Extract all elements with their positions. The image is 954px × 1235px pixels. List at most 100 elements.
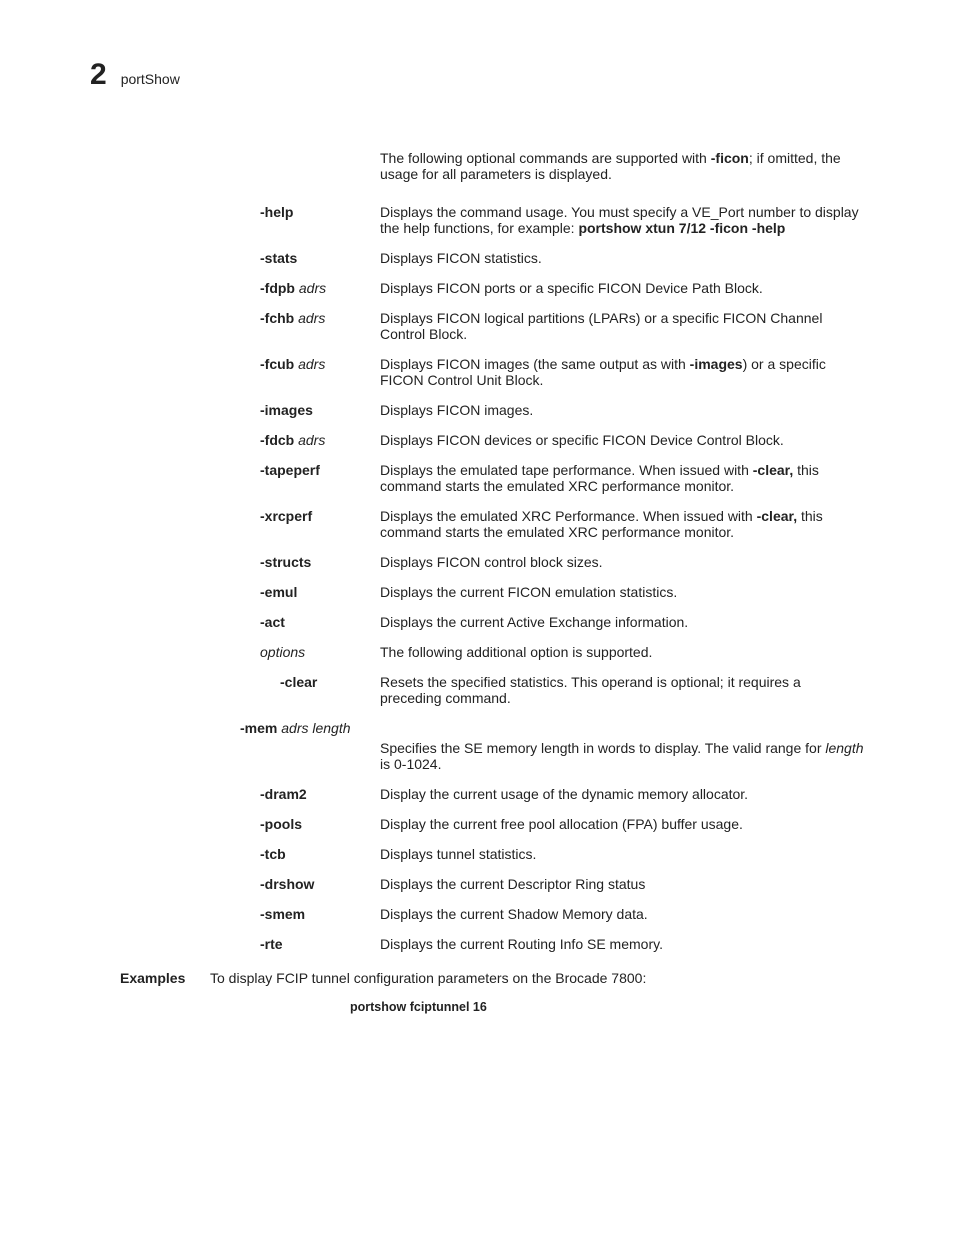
term-italic: adrs [295, 280, 326, 296]
option-term: -rte [260, 936, 380, 952]
term-italic: adrs [294, 310, 325, 326]
content: The following optional commands are supp… [90, 150, 864, 1014]
mem-desc-pre: Specifies the SE memory length in words … [380, 740, 825, 756]
term-bold: -smem [260, 906, 305, 922]
intro-bold: -ficon [711, 150, 749, 166]
option-row: -dram2 Display the current usage of the … [90, 786, 864, 802]
option-term: -fchb adrs [260, 310, 380, 326]
page-title: portShow [121, 71, 180, 87]
sub-option-term: -clear [280, 674, 380, 690]
option-term: -drshow [260, 876, 380, 892]
option-row: -pools Display the current free pool all… [90, 816, 864, 832]
option-row: -tapeperf Displays the emulated tape per… [90, 462, 864, 494]
option-term: -tcb [260, 846, 380, 862]
option-row: -fchb adrs Displays FICON logical partit… [90, 310, 864, 342]
option-row: -emul Displays the current FICON emulati… [90, 584, 864, 600]
option-term: -fcub adrs [260, 356, 380, 372]
option-row: -fdcb adrs Displays FICON devices or spe… [90, 432, 864, 448]
page: 2 portShow The following optional comman… [0, 0, 954, 1235]
term-bold: -fdcb [260, 432, 294, 448]
option-desc: Displays FICON images. [380, 402, 864, 418]
term-bold: -stats [260, 250, 297, 266]
option-row: -help Displays the command usage. You mu… [90, 204, 864, 236]
desc-bold: portshow xtun 7/12 -ficon -help [578, 220, 785, 236]
term-bold: -tcb [260, 846, 286, 862]
term-italic: adrs [294, 432, 325, 448]
mem-desc: Specifies the SE memory length in words … [380, 740, 864, 772]
term-bold: -tapeperf [260, 462, 320, 478]
option-row: -fcub adrs Displays FICON images (the sa… [90, 356, 864, 388]
option-row: -tcb Displays tunnel statistics. [90, 846, 864, 862]
term-bold: -help [260, 204, 293, 220]
option-desc: Displays FICON images (the same output a… [380, 356, 864, 388]
term-bold: -fcub [260, 356, 294, 372]
option-desc: Displays FICON statistics. [380, 250, 864, 266]
intro-text: The following optional commands are supp… [380, 150, 864, 182]
term-italic: adrs [294, 356, 325, 372]
option-row: -structs Displays FICON control block si… [90, 554, 864, 570]
desc-bold: -clear, [757, 508, 797, 524]
term-bold: -fchb [260, 310, 294, 326]
term-bold: -dram2 [260, 786, 307, 802]
examples-text: To display FCIP tunnel configuration par… [210, 970, 864, 986]
option-term: -xrcperf [260, 508, 380, 524]
option-term: -fdpb adrs [260, 280, 380, 296]
option-row: -images Displays FICON images. [90, 402, 864, 418]
option-term: -tapeperf [260, 462, 380, 478]
desc-pre: Displays FICON images (the same output a… [380, 356, 690, 372]
option-term: -smem [260, 906, 380, 922]
option-term: options [260, 644, 380, 660]
option-desc: Displays the emulated tape performance. … [380, 462, 864, 494]
option-desc: Displays the current Shadow Memory data. [380, 906, 864, 922]
option-desc: The following additional option is suppo… [380, 644, 864, 660]
mem-desc-post: is 0-1024. [380, 756, 441, 772]
option-desc: Displays the current Descriptor Ring sta… [380, 876, 864, 892]
option-term: -stats [260, 250, 380, 266]
term-bold: -act [260, 614, 285, 630]
page-header: 2 portShow [90, 60, 864, 90]
term-bold: -structs [260, 554, 311, 570]
option-term: -emul [260, 584, 380, 600]
option-desc: Displays the current FICON emulation sta… [380, 584, 864, 600]
examples-row: Examples To display FCIP tunnel configur… [90, 970, 864, 986]
option-desc: Displays the current Active Exchange inf… [380, 614, 864, 630]
option-desc: Displays FICON logical partitions (LPARs… [380, 310, 864, 342]
option-term: -help [260, 204, 380, 220]
option-desc: Displays the command usage. You must spe… [380, 204, 864, 236]
term-bold: -fdpb [260, 280, 295, 296]
option-row: -act Displays the current Active Exchang… [90, 614, 864, 630]
term-italic-only: options [260, 644, 305, 660]
option-term: -images [260, 402, 380, 418]
term-bold: -rte [260, 936, 283, 952]
option-row: -drshow Displays the current Descriptor … [90, 876, 864, 892]
mem-desc-italic: length [825, 740, 863, 756]
option-desc: Displays the current Routing Info SE mem… [380, 936, 864, 952]
option-term: -fdcb adrs [260, 432, 380, 448]
option-row: -rte Displays the current Routing Info S… [90, 936, 864, 952]
examples-label: Examples [120, 970, 200, 986]
desc-bold: -clear, [753, 462, 793, 478]
mem-term-row: -mem adrs length [240, 720, 864, 736]
option-row: -xrcperf Displays the emulated XRC Perfo… [90, 508, 864, 540]
option-term: -act [260, 614, 380, 630]
mem-term-bold: -mem [240, 720, 277, 736]
option-desc: Displays the emulated XRC Performance. W… [380, 508, 864, 540]
option-term: -pools [260, 816, 380, 832]
mem-term-italic: adrs length [277, 720, 350, 736]
option-row: -stats Displays FICON statistics. [90, 250, 864, 266]
option-desc: Displays FICON control block sizes. [380, 554, 864, 570]
term-bold: -clear [280, 674, 317, 690]
option-term: -dram2 [260, 786, 380, 802]
desc-pre: Displays the emulated tape performance. … [380, 462, 753, 478]
mem-desc-row: Specifies the SE memory length in words … [90, 740, 864, 772]
term-bold: -xrcperf [260, 508, 312, 524]
option-desc: Display the current free pool allocation… [380, 816, 864, 832]
sub-option-row: -clear Resets the specified statistics. … [90, 674, 864, 706]
option-row: options The following additional option … [90, 644, 864, 660]
sub-option-desc: Resets the specified statistics. This op… [380, 674, 864, 706]
term-bold: -emul [260, 584, 297, 600]
intro-prefix: The following optional commands are supp… [380, 150, 711, 166]
term-bold: -pools [260, 816, 302, 832]
term-bold: -images [260, 402, 313, 418]
option-row: -smem Displays the current Shadow Memory… [90, 906, 864, 922]
